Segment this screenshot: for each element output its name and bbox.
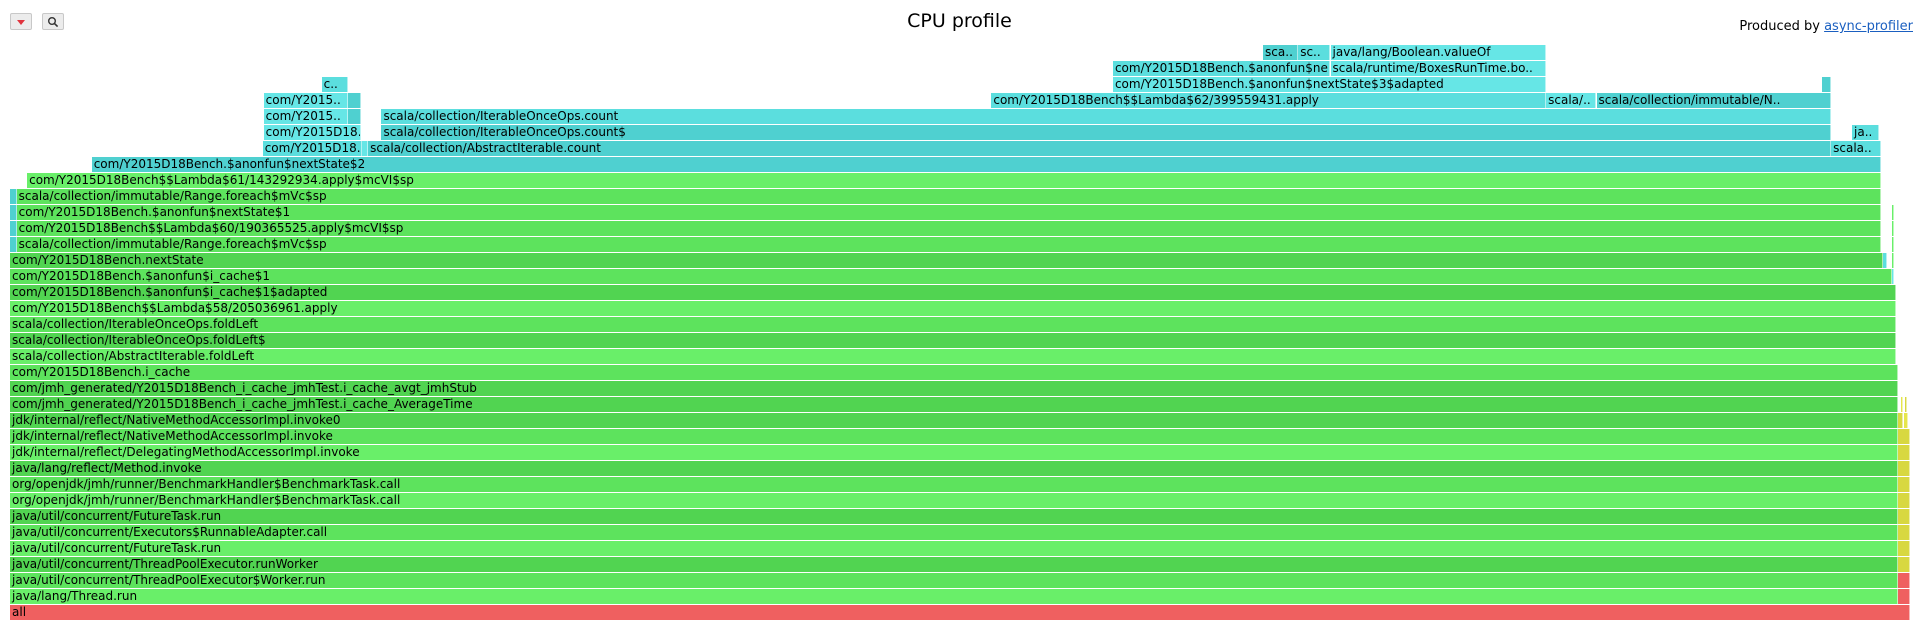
flame-frame[interactable]: scala/collection/IterableOnceOps.count	[381, 109, 1832, 124]
flame-frame[interactable]	[10, 221, 17, 236]
flame-frame[interactable]: com/Y2015D18Bench.$anonfun$nextState$2	[91, 157, 1882, 172]
flame-frame[interactable]	[348, 109, 361, 124]
flame-frame[interactable]: java/lang/reflect/Method.invoke	[10, 461, 1898, 476]
flame-frame[interactable]: com/jmh_generated/Y2015D18Bench_i_cache_…	[10, 381, 1898, 396]
flame-frame[interactable]: java/util/concurrent/Executors$RunnableA…	[10, 525, 1898, 540]
flame-frame[interactable]: com/Y2015D18Bench.$anonfun$nextState$3$a…	[1112, 77, 1547, 92]
flame-frame[interactable]	[1897, 493, 1910, 508]
header-bar: CPU profile Produced by async-profiler	[0, 0, 1919, 40]
flame-frame[interactable]: c..	[321, 77, 349, 92]
flame-frame[interactable]	[348, 93, 361, 108]
flame-frame[interactable]: jdk/internal/reflect/NativeMethodAccesso…	[10, 429, 1898, 444]
flame-frame[interactable]	[1897, 525, 1910, 540]
flame-frame[interactable]: com/Y2015D18..	[262, 141, 363, 156]
flame-frame[interactable]	[10, 205, 17, 220]
flame-frame[interactable]	[1897, 557, 1910, 572]
flame-frame[interactable]: java/lang/Boolean.valueOf	[1330, 45, 1547, 60]
flame-frame[interactable]: com/Y2015D18Bench.nextState	[10, 253, 1884, 268]
flame-frame[interactable]	[1891, 237, 1894, 252]
flame-frame[interactable]: scala/collection/AbstractIterable.foldLe…	[10, 349, 1897, 364]
produced-by-label: Produced by	[1739, 19, 1825, 34]
flame-frame[interactable]	[1904, 413, 1909, 428]
flame-frame[interactable]	[1897, 413, 1904, 428]
flame-frame[interactable]: java/util/concurrent/FutureTask.run	[10, 509, 1898, 524]
flame-frame[interactable]	[1891, 205, 1894, 220]
flame-frame[interactable]: com/Y2015D18Bench$$Lambda$62/399559431.a…	[991, 93, 1547, 108]
flame-frame[interactable]: scala/runtime/BoxesRunTime.bo..	[1330, 61, 1547, 76]
flame-frame[interactable]: com/Y2015D18Bench.$anonfun$i_cache$1$ada…	[10, 285, 1897, 300]
flame-frame[interactable]	[1904, 397, 1908, 412]
flame-frame[interactable]	[1891, 269, 1894, 284]
flame-frame[interactable]	[1897, 477, 1910, 492]
flame-frame[interactable]: jdk/internal/reflect/DelegatingMethodAcc…	[10, 445, 1898, 460]
async-profiler-link[interactable]: async-profiler	[1824, 19, 1913, 34]
flame-frame[interactable]: jdk/internal/reflect/NativeMethodAccesso…	[10, 413, 1898, 428]
flame-frame[interactable]: sca..	[1263, 45, 1299, 60]
flame-frame[interactable]	[1897, 573, 1910, 588]
produced-by: Produced by async-profiler	[1739, 19, 1913, 34]
flame-frame[interactable]: all	[10, 605, 1910, 620]
flame-frame[interactable]	[1897, 429, 1910, 444]
flame-frame[interactable]: scala/collection/AbstractIterable.count	[368, 141, 1832, 156]
page-title: CPU profile	[907, 10, 1012, 32]
search-button[interactable]	[42, 13, 64, 30]
flame-frame[interactable]	[1821, 77, 1832, 92]
flame-frame[interactable]: scala/collection/IterableOnceOps.foldLef…	[10, 333, 1897, 348]
flame-frame[interactable]: com/Y2015D18Bench.i_cache	[10, 365, 1898, 380]
flame-frame[interactable]: scala/..	[1546, 93, 1597, 108]
flame-frame[interactable]	[10, 237, 17, 252]
flame-frame[interactable]: com/jmh_generated/Y2015D18Bench_i_cache_…	[10, 397, 1898, 412]
flame-frame[interactable]: com/Y2015D18..	[263, 125, 362, 140]
flame-frame[interactable]: com/Y2015D18Bench.$anonfun$i_cache$1	[10, 269, 1892, 284]
flame-frame[interactable]: scala/collection/immutable/N..	[1596, 93, 1832, 108]
flame-frame[interactable]	[1897, 589, 1910, 604]
flame-frame[interactable]: com/Y2015D18Bench$$Lambda$58/205036961.a…	[10, 301, 1897, 316]
flame-frame[interactable]: com/Y2015D18Bench.$anonfun$ne..	[1112, 61, 1331, 76]
flame-frame[interactable]: scala/collection/immutable/Range.foreach…	[16, 237, 1882, 252]
flame-frame[interactable]	[10, 189, 17, 204]
flame-frame[interactable]: com/Y2015D18Bench.$anonfun$nextState$1	[16, 205, 1882, 220]
flame-frame[interactable]	[1897, 461, 1910, 476]
flame-frame[interactable]	[1897, 541, 1910, 556]
triangle-down-icon	[17, 19, 25, 25]
flame-frame[interactable]: com/Y2015D18Bench$$Lambda$60/190365525.a…	[16, 221, 1882, 236]
flame-frame[interactable]: java/util/concurrent/FutureTask.run	[10, 541, 1898, 556]
flame-frame[interactable]: scala/collection/immutable/Range.foreach…	[16, 189, 1882, 204]
flame-frame[interactable]: com/Y2015D18Bench$$Lambda$61/143292934.a…	[27, 173, 1882, 188]
flame-frame[interactable]: scala..	[1831, 141, 1882, 156]
reverse-button[interactable]	[10, 13, 32, 30]
flame-frame[interactable]: org/openjdk/jmh/runner/BenchmarkHandler$…	[10, 477, 1898, 492]
flame-frame[interactable]	[1891, 253, 1894, 268]
flame-frame[interactable]	[1900, 397, 1904, 412]
flame-frame[interactable]: scala/collection/IterableOnceOps.foldLef…	[10, 317, 1897, 332]
flame-frame[interactable]: com/Y2015..	[263, 93, 349, 108]
flame-frame[interactable]: java/util/concurrent/ThreadPoolExecutor$…	[10, 573, 1898, 588]
flame-frame[interactable]: org/openjdk/jmh/runner/BenchmarkHandler$…	[10, 493, 1898, 508]
flame-frame[interactable]	[1891, 221, 1894, 236]
flame-frame[interactable]: sc..	[1298, 45, 1331, 60]
search-icon	[48, 16, 59, 27]
flame-frame[interactable]	[362, 141, 369, 156]
flame-frame[interactable]: java/lang/Thread.run	[10, 589, 1898, 604]
flame-frame[interactable]: scala/collection/IterableOnceOps.count$	[381, 125, 1832, 140]
flame-frame[interactable]: ja..	[1852, 125, 1879, 140]
flame-frame[interactable]	[1883, 253, 1888, 268]
flame-frame[interactable]: java/util/concurrent/ThreadPoolExecutor.…	[10, 557, 1898, 572]
flame-frame[interactable]: com/Y2015..	[263, 109, 349, 124]
flame-frame[interactable]	[1897, 445, 1910, 460]
flame-frame[interactable]	[1897, 509, 1910, 524]
